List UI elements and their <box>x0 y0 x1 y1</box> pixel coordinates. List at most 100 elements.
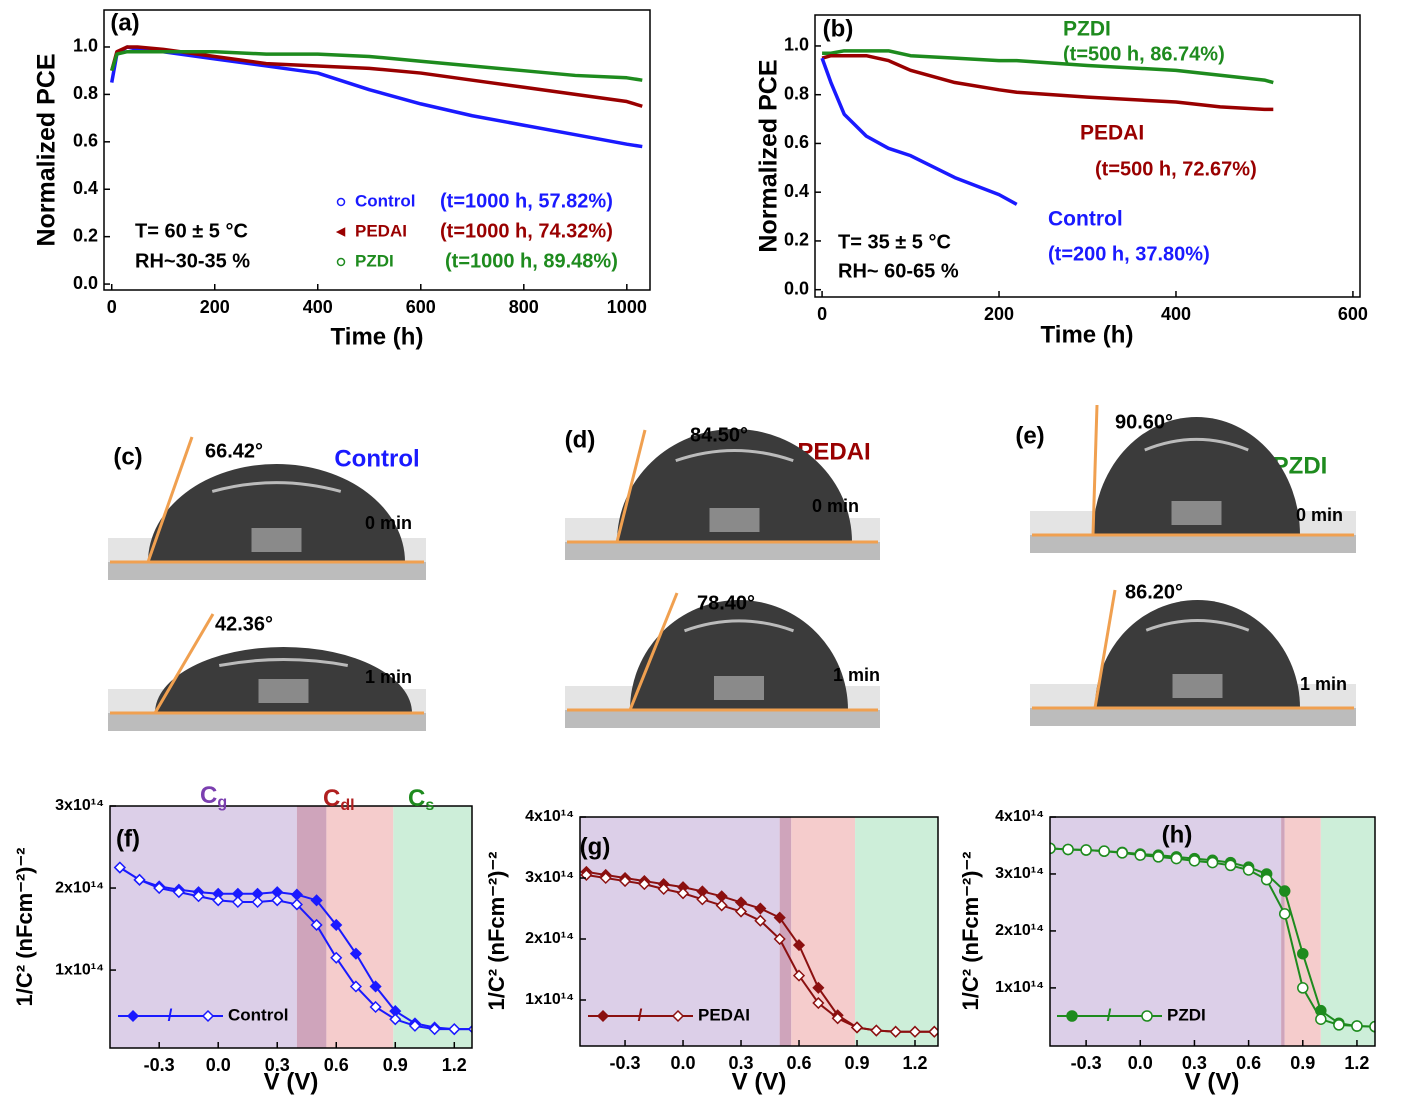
sample-name: Control <box>334 445 419 472</box>
series-label: PEDAI <box>1080 122 1144 145</box>
marker <box>1278 908 1291 920</box>
plot-area <box>1050 817 1375 1046</box>
y-tick-label: 0.8 <box>784 83 809 103</box>
y-tick-label: 1x10¹⁴ <box>55 961 104 978</box>
marker <box>696 893 709 906</box>
series-label: Control <box>1048 208 1123 231</box>
x-tick-label: 0.9 <box>383 1055 408 1075</box>
y-tick-label: 4x10¹⁴ <box>525 808 574 825</box>
marker <box>773 932 786 946</box>
marker <box>231 895 244 909</box>
x-tick-label: 1.2 <box>902 1053 927 1073</box>
y-tick-label: 0.6 <box>73 131 98 151</box>
x-tick-label: -0.3 <box>144 1055 175 1075</box>
x-tick-label: 200 <box>984 304 1014 324</box>
marker <box>290 898 303 911</box>
region <box>580 817 780 1046</box>
plot-area <box>580 817 938 1046</box>
y-tick-label: 1x10¹⁴ <box>525 991 574 1008</box>
droplet-reflection <box>1171 501 1222 525</box>
annotation: (t=500 h, 72.67%) <box>1095 158 1257 180</box>
contact-angle: 42.36° <box>215 613 273 635</box>
x-axis-label: V (V) <box>732 1068 787 1095</box>
legend-separator: / <box>168 1005 173 1024</box>
region <box>110 806 297 1048</box>
droplet-highlight <box>218 658 349 667</box>
marker <box>1333 1019 1345 1031</box>
marker <box>201 1009 215 1023</box>
region-label-sub: dl <box>340 797 354 814</box>
marker <box>369 1000 382 1014</box>
plot-area <box>110 806 472 1048</box>
x-tick-label: 1.2 <box>442 1055 467 1075</box>
marker <box>428 1023 441 1036</box>
x-tick-label: 0.6 <box>1236 1053 1261 1073</box>
series-line <box>821 53 1274 112</box>
panel-label: (c) <box>113 443 142 470</box>
panel-label: (a) <box>110 9 139 36</box>
marker <box>1152 851 1165 863</box>
x-tick-label: 600 <box>406 297 436 317</box>
annotation: (t=200 h, 37.80%) <box>1048 243 1210 265</box>
marker <box>212 894 225 907</box>
series-line <box>822 49 1274 85</box>
marker <box>1050 842 1056 855</box>
marker <box>1134 849 1147 861</box>
marker <box>831 1012 844 1025</box>
marker <box>676 887 690 900</box>
x-tick-label: 0 <box>817 304 827 324</box>
region-label-sub: g <box>217 794 227 811</box>
y-tick-label: 0.0 <box>784 278 809 298</box>
x-axis-label: V (V) <box>264 1068 319 1095</box>
marker <box>850 1021 864 1034</box>
x-tick-label: 0.3 <box>265 1055 290 1075</box>
region-label-main: C <box>323 785 340 812</box>
substrate <box>1030 708 1356 726</box>
droplet-reflection <box>709 508 760 532</box>
marker <box>336 197 346 207</box>
y-tick-label: 0.0 <box>73 273 98 293</box>
marker <box>251 895 264 909</box>
contact-angle: 78.40° <box>697 592 755 614</box>
marker <box>389 1013 402 1026</box>
region <box>855 817 938 1046</box>
x-axis-label: Time (h) <box>331 323 424 350</box>
x-tick-label: 1000 <box>607 297 647 317</box>
droplet-highlight <box>1144 438 1249 452</box>
y-tick-label: 0.8 <box>73 83 98 103</box>
marker <box>1066 1010 1078 1022</box>
marker <box>1260 873 1273 886</box>
y-tick-label: 1.0 <box>73 36 98 56</box>
marker <box>618 874 632 888</box>
region-label-main: C <box>200 782 217 809</box>
x-tick-label: 400 <box>303 297 333 317</box>
marker <box>349 947 362 960</box>
droplet-highlight <box>211 481 342 493</box>
region <box>393 806 472 1048</box>
marker <box>467 1025 472 1034</box>
marker <box>192 890 205 903</box>
marker <box>310 894 323 907</box>
region <box>296 806 327 1048</box>
substrate <box>1030 535 1356 553</box>
x-tick-label: 0.6 <box>786 1053 811 1073</box>
annotation: (t=1000 h, 74.32%) <box>440 220 613 242</box>
x-tick-label: 0.3 <box>1182 1053 1207 1073</box>
marker <box>1315 1013 1327 1025</box>
y-axis-label: Normalized PCE <box>33 53 61 246</box>
substrate <box>108 562 426 580</box>
x-axis-label: Time (h) <box>1041 321 1134 348</box>
annotation: RH~30-35 % <box>135 250 250 272</box>
plot-frame <box>814 14 1361 298</box>
legend-label: PZDI <box>1167 1005 1206 1024</box>
series-line <box>110 45 643 149</box>
marker <box>1188 855 1201 867</box>
panel-label: (e) <box>1015 422 1044 449</box>
time-label: 1 min <box>365 667 412 687</box>
marker <box>335 227 346 237</box>
droplet-reflection <box>251 528 302 552</box>
tangent <box>146 436 194 563</box>
x-tick-label: 0.0 <box>1128 1053 1153 1073</box>
y-tick-label: 0.2 <box>784 230 809 250</box>
